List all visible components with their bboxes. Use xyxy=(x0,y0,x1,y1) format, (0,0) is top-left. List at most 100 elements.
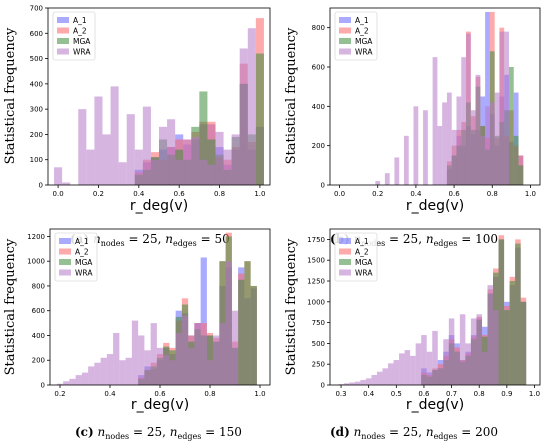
legend-swatch-a1 xyxy=(339,17,351,23)
y-tick-label: 500 xyxy=(312,340,325,348)
bar-wra-15 xyxy=(150,323,157,385)
panel-caption: (a) nnodes = 25, nedges = 50 xyxy=(70,232,230,248)
x-tick-label: 0.6 xyxy=(174,190,186,198)
y-tick-label: 700 xyxy=(30,5,43,13)
bar-wra-0 xyxy=(375,181,381,185)
bar-wra-8 xyxy=(382,368,389,385)
y-tick-label: 600 xyxy=(32,307,45,315)
panel-caption: (c) nnodes = 25, nedges = 150 xyxy=(75,425,242,441)
y-tick-label: 0 xyxy=(321,382,325,390)
bar-wra-21 xyxy=(454,351,460,385)
legend-swatch-wra xyxy=(339,269,351,276)
x-tick-label: 0.3 xyxy=(335,390,346,398)
legend-label: WRA xyxy=(355,269,373,278)
x-tick-label: 0.6 xyxy=(449,190,461,198)
bar-wra-15 xyxy=(475,74,481,185)
legend-swatch-a1 xyxy=(339,238,351,244)
bar-mga-13 xyxy=(219,261,226,385)
bar-wra-3 xyxy=(354,381,361,385)
histogram-panel-3: 0.2 0.4 0.6 0.8 1.0 0 200 400 600 800 1000 1200 Stat… xyxy=(3,228,271,441)
legend-label: A_1 xyxy=(75,237,89,246)
legend-label: A_1 xyxy=(355,237,369,246)
bar-mga-8 xyxy=(199,91,208,185)
bar-wra-23 xyxy=(200,335,207,385)
bar-wra-11 xyxy=(142,106,151,185)
bar-wra-9 xyxy=(113,333,120,385)
bar-wra-14 xyxy=(167,119,176,185)
legend-label: WRA xyxy=(75,269,93,278)
x-tick-label: 0.5 xyxy=(391,390,402,398)
y-tick-label: 1500 xyxy=(307,257,325,265)
bar-wra-15 xyxy=(175,159,184,185)
bar-wra-5 xyxy=(423,110,428,185)
x-axis-label: r_deg(v) xyxy=(131,397,189,413)
legend-swatch-wra xyxy=(59,269,71,276)
plot-frame xyxy=(47,7,271,186)
bar-wra-0 xyxy=(54,167,63,185)
bar-a1-8 xyxy=(485,11,490,185)
bar-mga-9 xyxy=(207,139,216,185)
bar-wra-25 xyxy=(476,314,482,385)
bars xyxy=(375,11,524,185)
y-tick-label: 250 xyxy=(312,361,325,369)
x-tick-label: 0.0 xyxy=(53,190,64,198)
legend-label: A_1 xyxy=(355,16,369,25)
bar-wra-16 xyxy=(156,347,164,385)
bar-wra-22 xyxy=(231,134,240,185)
x-tick-label: 0.0 xyxy=(334,190,345,198)
bar-wra-10 xyxy=(393,360,400,385)
y-tick-label: 400 xyxy=(312,103,325,111)
x-tick-label: 0.4 xyxy=(410,190,422,198)
bar-wra-28 xyxy=(231,310,239,385)
bar-wra-23 xyxy=(239,48,248,185)
bar-mga-17 xyxy=(515,243,521,385)
bar-wra-6 xyxy=(102,134,111,185)
bar-wra-28 xyxy=(493,310,499,385)
histogram-panel-4: 0.3 0.4 0.5 0.6 0.7 0.8 0.9 1.0 0 250 500 750 1000 12… xyxy=(284,228,541,441)
bar-wra-11 xyxy=(399,353,405,385)
bar-wra-16 xyxy=(480,135,486,185)
bar-wra-16 xyxy=(426,351,433,385)
bar-wra-8 xyxy=(106,354,114,385)
bar-mga-16 xyxy=(509,281,516,385)
bar-wra-17 xyxy=(485,106,490,185)
y-tick-label: 800 xyxy=(32,282,45,290)
y-axis-label: Statistical frequency xyxy=(284,27,299,164)
bar-a1-10 xyxy=(200,257,207,385)
bar-wra-14 xyxy=(144,350,151,385)
bar-wra-27 xyxy=(487,285,494,385)
legend-swatch-mga xyxy=(57,38,69,44)
bar-wra-7 xyxy=(100,357,107,385)
y-tick-label: 300 xyxy=(30,106,43,114)
bar-wra-10 xyxy=(134,149,143,185)
y-axis-label: Statistical frequency xyxy=(284,238,299,375)
bar-wra-11 xyxy=(125,357,132,385)
legend-swatch-mga xyxy=(339,38,351,44)
y-tick-label: 0 xyxy=(321,182,325,190)
y-tick-label: 1200 xyxy=(27,233,45,241)
legend-swatch-a1 xyxy=(59,238,71,244)
bar-wra-8 xyxy=(442,102,447,185)
bar-wra-24 xyxy=(247,28,256,185)
bar-wra-3 xyxy=(78,109,87,185)
bar-wra-27 xyxy=(225,261,232,385)
bar-wra-9 xyxy=(446,92,452,185)
bar-wra-8 xyxy=(118,162,127,185)
bar-wra-1 xyxy=(343,383,350,385)
x-axis-label: r_deg(v) xyxy=(406,397,464,413)
bar-wra-3 xyxy=(403,135,409,185)
bar-wra-20 xyxy=(499,31,505,185)
x-tick-label: 0.8 xyxy=(474,390,485,398)
y-tick-label: 400 xyxy=(32,332,45,340)
bars xyxy=(56,232,257,385)
legend-label: WRA xyxy=(355,48,373,57)
x-axis-label: r_deg(v) xyxy=(130,198,188,214)
x-tick-label: 0.6 xyxy=(154,390,166,398)
bar-mga-14 xyxy=(498,239,505,385)
panel-caption: (d) nnodes = 25, nedges = 200 xyxy=(330,425,498,441)
y-tick-label: 500 xyxy=(30,55,43,63)
